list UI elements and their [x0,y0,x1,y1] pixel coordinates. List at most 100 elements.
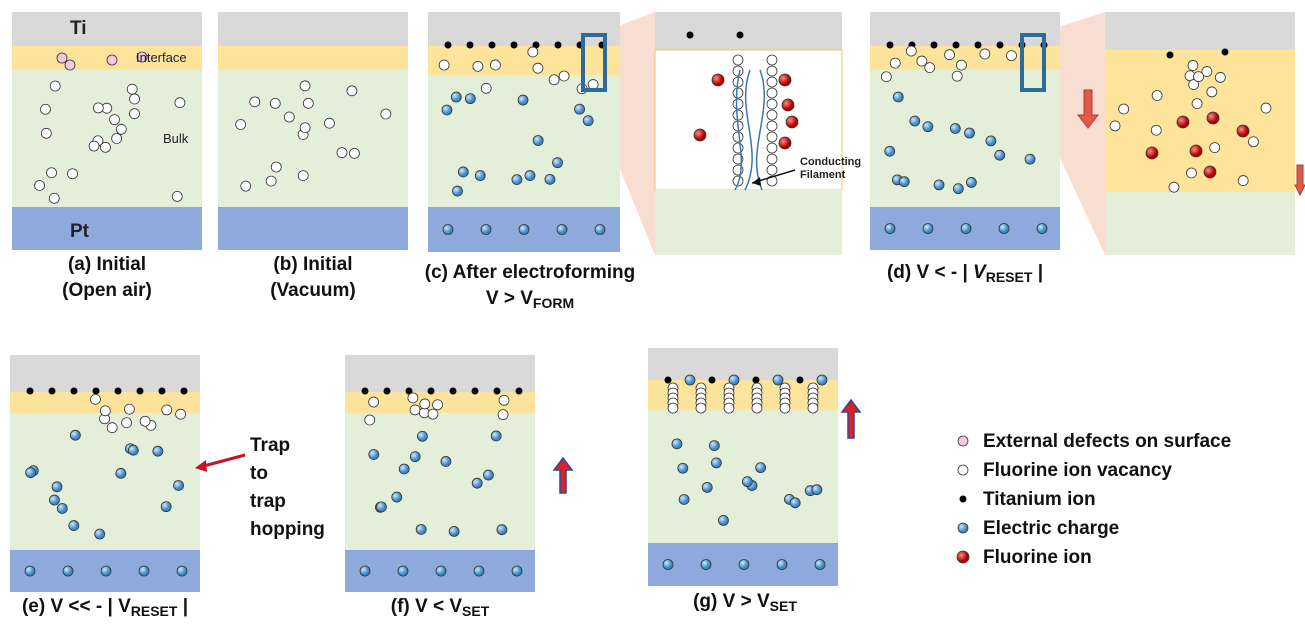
dot [773,375,783,385]
dot [450,388,457,395]
dot [300,123,310,133]
label: Conducting [800,156,861,168]
dot [1207,112,1219,124]
dot [553,158,563,168]
dot [129,109,139,119]
dot [797,377,804,384]
dot [472,478,482,488]
layer [218,207,408,250]
dot [110,115,120,125]
layer [218,46,408,70]
dot [958,465,968,475]
caption-part: SET [462,603,490,619]
zoom-layer [1105,50,1295,192]
dot [767,154,777,164]
dot [41,128,51,138]
dot [1238,176,1248,186]
dot [555,42,562,49]
dot [966,177,976,187]
dot [893,92,903,102]
zoom-layer [655,190,842,255]
dot [1207,87,1217,97]
layer [345,355,535,392]
dot [89,141,99,151]
dot [1215,72,1225,82]
dot [1169,182,1179,192]
dot [559,71,569,81]
dot [767,110,777,120]
dot [1037,224,1047,234]
dot [961,224,971,234]
dot [365,415,375,425]
dot [767,66,777,76]
dot [68,169,78,179]
dot [1152,90,1162,100]
dot [945,50,955,60]
caption-part: RESET [131,603,178,619]
dot [777,560,787,570]
dot [663,560,673,570]
dot [70,430,80,440]
dot [40,104,50,114]
dot [442,105,452,115]
dot [410,405,420,415]
dot [711,458,721,468]
dot [337,148,347,158]
dot [709,377,716,384]
dot [956,60,966,70]
dot [1006,51,1016,61]
dot [1119,104,1129,114]
dot [250,97,260,107]
dot [47,168,57,178]
dot [93,388,100,395]
caption: (Vacuum) [270,280,356,301]
zoom-layer [655,12,842,50]
dot [177,566,187,576]
dot [433,400,443,410]
dot [953,42,960,49]
dot [107,55,117,65]
dot [519,225,529,235]
dot [696,403,706,413]
dot [172,191,182,201]
dot [953,184,963,194]
dot [767,165,777,175]
dot [1177,116,1189,128]
dot [49,388,56,395]
dot [95,529,105,539]
caption-part: (Open air) [62,280,152,301]
caption: V > VFORM [486,288,574,311]
dot [112,133,122,143]
dot [1188,60,1198,70]
dot [128,445,138,455]
dot [779,137,791,149]
caption-part: (e) V << - | V [22,596,131,617]
dot [1204,166,1216,178]
dot [428,409,438,419]
dot [497,525,507,535]
hopping-label: hopping [250,519,325,540]
layer [428,46,620,75]
dot [737,32,744,39]
dot [885,224,895,234]
caption-part: (g) V > V [693,591,770,612]
caption-part: | [1032,262,1043,283]
dot [756,463,766,473]
caption: (a) Initial [68,254,146,275]
dot [490,60,500,70]
dot [890,58,900,68]
caption-part: RESET [986,269,1033,285]
dot [489,42,496,49]
dot [63,566,73,576]
dot [739,560,749,570]
dot [467,42,474,49]
layer [428,12,620,46]
dot [236,119,246,129]
dot [69,521,79,531]
dot [780,403,790,413]
dot [701,560,711,570]
dot [767,55,777,65]
label: Filament [800,169,846,181]
dot [107,423,117,433]
dot [303,98,313,108]
